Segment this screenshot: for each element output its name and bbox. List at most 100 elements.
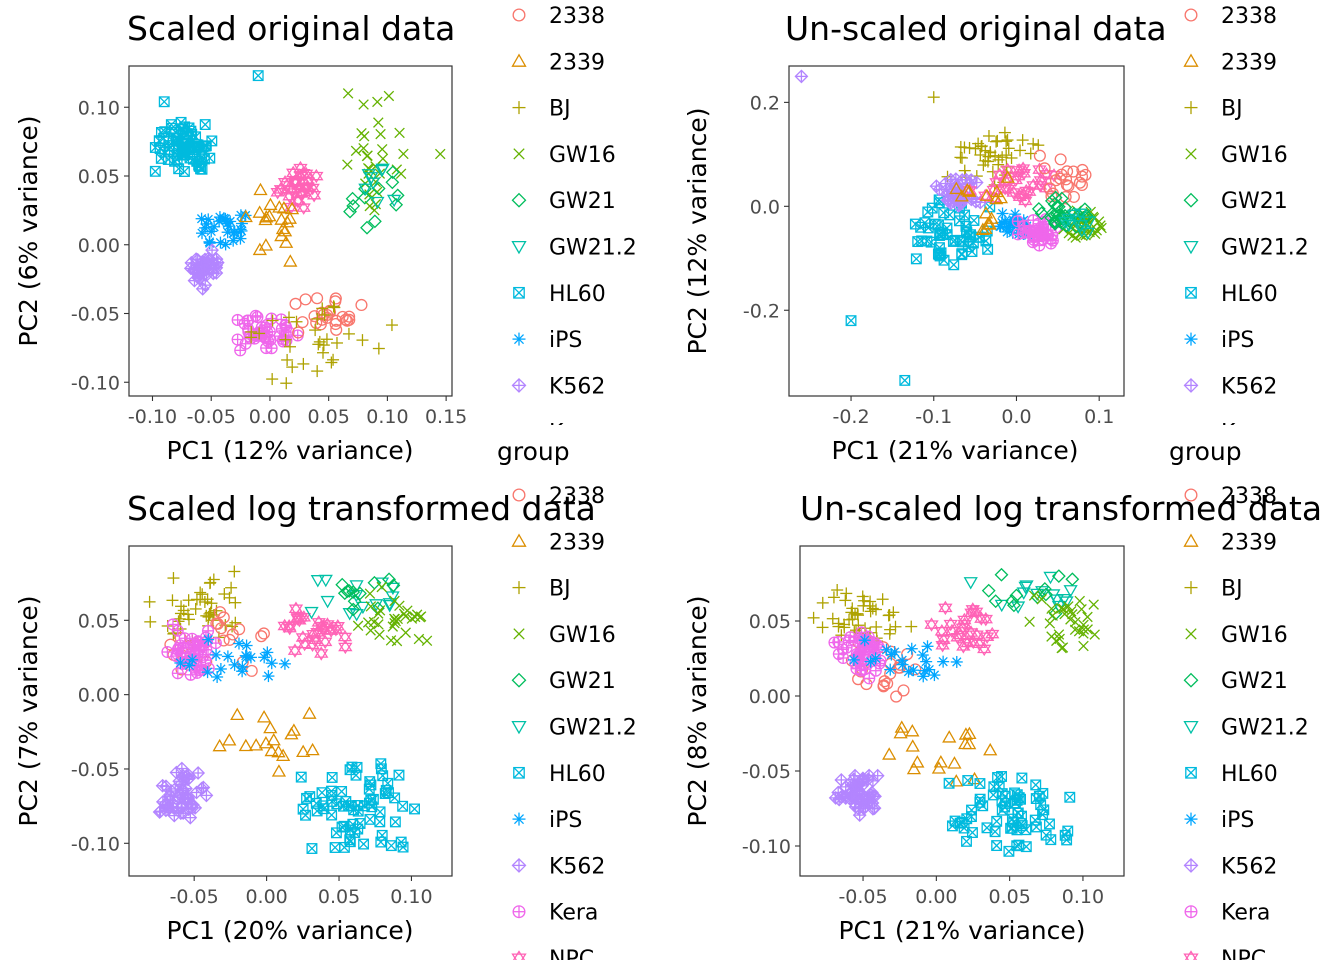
point-NPC [963, 625, 979, 640]
point-GW16 [1078, 628, 1089, 639]
point-HL60 [966, 246, 978, 258]
legend-entry-2338: 2338 [512, 4, 605, 29]
point-GW21 [385, 165, 400, 180]
point-BJ [969, 142, 982, 155]
point-GW16 [375, 128, 386, 140]
legend-label: GW21.2 [549, 236, 637, 261]
legend-label: BJ [549, 577, 571, 602]
legend-label: GW21 [1221, 189, 1288, 214]
legend-label: GW16 [1221, 143, 1288, 168]
point-iPS [880, 643, 893, 656]
point-GW16 [1078, 624, 1090, 635]
point-2339 [989, 191, 1004, 205]
point-GW16 [373, 619, 384, 630]
point-BJ [286, 361, 299, 374]
point-2338 [890, 690, 903, 703]
point-BJ [200, 609, 213, 622]
point-BJ [311, 312, 324, 325]
point-iPS [240, 639, 253, 652]
point-GW21.2 [370, 196, 385, 210]
point-GW21 [1037, 582, 1052, 596]
point-BJ [1001, 134, 1014, 147]
legend-entry-2338: 2338 [1184, 484, 1277, 509]
point-K562 [870, 768, 885, 783]
point-BJ [317, 346, 330, 359]
point-HL60 [961, 835, 972, 847]
point-GW16 [400, 627, 411, 638]
point-K562 [932, 182, 947, 197]
point-BJ [225, 581, 238, 594]
point-BJ [998, 126, 1011, 139]
legend-label: BJ [1221, 97, 1243, 122]
point-GW16 [350, 145, 362, 157]
panel-3: -0.05 0.00 0.05 0.10 -0.10 -0.05 0.00 0.05 PC1 (… [14, 484, 637, 960]
x-tick-label: -0.2 [832, 406, 869, 428]
point-2338 [211, 617, 224, 630]
legend-label: 2338 [549, 4, 605, 29]
point-Kera [1016, 226, 1030, 240]
chart-title: Un-scaled log transformed data [800, 489, 1322, 528]
point-HL60 [948, 259, 960, 271]
point-BJ [320, 333, 333, 346]
point-GW16 [358, 142, 369, 154]
point-NPC [300, 174, 316, 190]
legend-label: 2339 [549, 530, 605, 555]
point-BJ [182, 613, 195, 626]
point-HL60 [306, 843, 318, 854]
point-iPS [213, 211, 226, 224]
point-BJ [864, 605, 877, 618]
point-2338 [320, 311, 334, 324]
legend-entry-iPS: iPS [512, 808, 582, 833]
point-NPC [957, 612, 972, 628]
point-GW21 [345, 191, 360, 206]
point-HL60 [941, 222, 953, 234]
y-tick-label: 0.10 [78, 97, 120, 119]
point-BJ [927, 91, 940, 104]
point-GW16 [1054, 633, 1065, 645]
point-GW21.2 [1010, 601, 1026, 614]
point-BJ [144, 615, 157, 628]
panel-border [128, 545, 453, 877]
point-2338 [1073, 176, 1086, 189]
point-2338 [1062, 180, 1075, 193]
point-NPC [1022, 184, 1037, 199]
point-iPS [214, 236, 227, 249]
legend-label: NPC [549, 947, 594, 960]
point-K562 [943, 172, 958, 187]
point-BJ [280, 377, 293, 390]
point-NPC [934, 624, 950, 639]
legend-entry-HL60: HL60 [1185, 282, 1278, 307]
point-HL60 [348, 804, 360, 816]
point-GW16 [377, 153, 389, 164]
point-Kera [264, 333, 277, 346]
x-tick-label: 0.0 [1001, 406, 1031, 428]
point-GW16 [383, 90, 395, 102]
point-HL60 [316, 787, 328, 799]
point-2339 [238, 738, 253, 752]
legend: 2338 2339 BJ GW16 GW21 GW21.2 HL60 iPS K562 K [511, 4, 637, 425]
point-NPC [288, 601, 304, 616]
point-HL60 [178, 166, 190, 177]
point-2338 [1060, 179, 1074, 192]
point-BJ [826, 612, 839, 625]
point-2338 [1076, 163, 1089, 177]
point-GW16 [1070, 616, 1081, 628]
x-tick-label: 0.1 [1084, 406, 1114, 428]
point-HL60 [984, 201, 996, 213]
point-HL60 [1020, 841, 1032, 853]
point-BJ [840, 587, 853, 600]
panel-border [799, 545, 1125, 877]
point-K562 [834, 790, 849, 804]
point-K562 [161, 799, 176, 814]
legend-label: BJ [549, 97, 571, 122]
point-HL60 [981, 822, 993, 834]
point-GW16 [1046, 631, 1057, 642]
point-2338 [1038, 162, 1051, 175]
point-GW21 [988, 594, 1003, 609]
point-GW21.2 [369, 599, 384, 612]
point-HL60 [845, 315, 857, 327]
legend-entry-2339: 2339 [511, 530, 605, 555]
point-NPC [935, 638, 950, 653]
point-BJ [838, 618, 851, 631]
